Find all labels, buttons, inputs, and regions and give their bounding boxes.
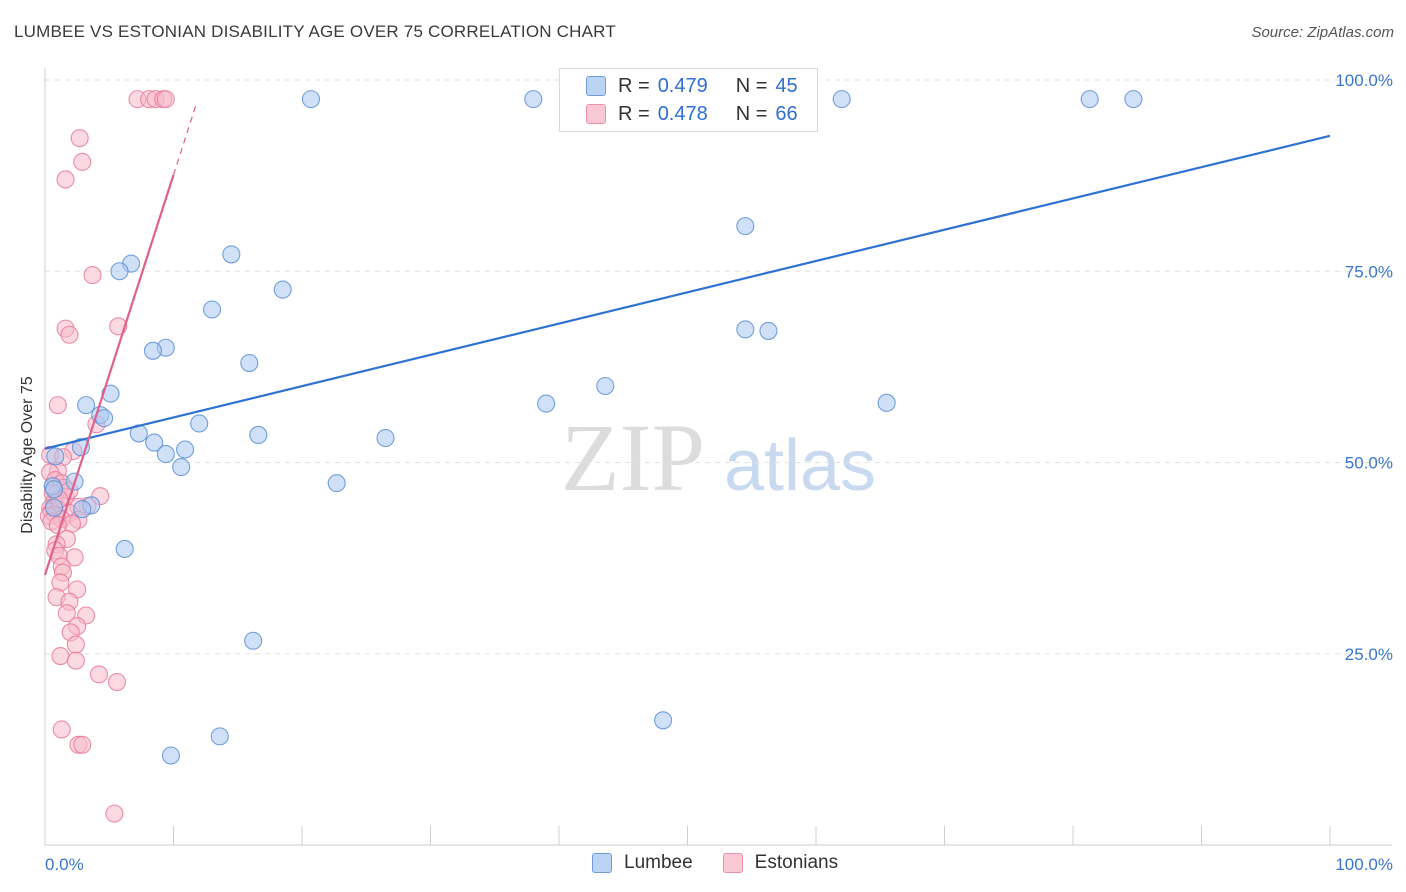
lumbee-trendline (44, 134, 1331, 450)
estonian-point (73, 152, 92, 171)
x-tick-label: 100.0% (1335, 855, 1393, 874)
lumbee-point (44, 480, 64, 499)
estonian-point (66, 651, 85, 670)
estonian-point (65, 548, 84, 567)
lumbee-point (176, 440, 195, 459)
legend-row-lumbee: R = 0.479 N = 45 (586, 74, 798, 98)
estonian-point (70, 129, 89, 148)
lumbee-point (101, 384, 120, 403)
watermark-zip: ZIP (561, 404, 705, 511)
lumbee-point (736, 320, 755, 339)
lumbee-point (537, 394, 556, 413)
lumbee-point (44, 498, 64, 517)
estonian-point (48, 396, 67, 415)
lumbee-point (46, 447, 65, 466)
estonian-r-label: R = (618, 102, 650, 125)
lumbee-point (654, 711, 673, 730)
lumbee-point (145, 433, 164, 452)
lumbee-r-label: R = (618, 74, 650, 97)
watermark-atlas: atlas (724, 426, 876, 506)
lumbee-r-value: 0.479 (657, 74, 708, 97)
lumbee-point (161, 746, 180, 765)
estonian-n-label: N = (735, 102, 768, 125)
estonian-point (83, 266, 102, 285)
lumbee-legend-swatch (592, 853, 612, 873)
lumbee-point (596, 376, 615, 396)
lumbee-point (832, 90, 851, 109)
lumbee-point (73, 500, 92, 519)
lumbee-point (1124, 90, 1143, 109)
lumbee-swatch (586, 76, 606, 96)
legend-item-lumbee: Lumbee (592, 852, 693, 874)
lumbee-n-label: N = (735, 74, 768, 97)
lumbee-point (156, 445, 175, 464)
estonian-point (51, 646, 70, 666)
lumbee-point (77, 396, 96, 415)
estonian-legend-swatch (722, 853, 743, 873)
lumbee-point (190, 414, 209, 433)
lumbee-point (203, 300, 222, 319)
lumbee-point (143, 341, 162, 360)
estonian-trendline (43, 174, 175, 576)
y-tick-label: 100.0% (1335, 71, 1393, 90)
estonian-legend-label: Estonians (754, 852, 839, 873)
lumbee-point (222, 245, 241, 264)
estonian-point (89, 665, 109, 684)
lumbee-point (376, 428, 395, 448)
source-label: Source: ZipAtlas.com (1251, 24, 1394, 41)
lumbee-point (115, 539, 134, 558)
lumbee-legend-label: Lumbee (624, 852, 693, 873)
estonian-swatch (586, 104, 606, 124)
lumbee-n-value: 45 (775, 74, 798, 97)
lumbee-point (244, 631, 263, 650)
estonian-point (56, 170, 75, 189)
lumbee-point (759, 321, 778, 340)
estonian-point (156, 90, 175, 109)
lumbee-point (172, 458, 191, 477)
lumbee-point (273, 280, 292, 299)
estonian-point (52, 720, 71, 739)
estonian-point (107, 673, 127, 692)
estonian-point (60, 325, 79, 344)
chart-title: LUMBEE VS ESTONIAN DISABILITY AGE OVER 7… (14, 22, 616, 41)
estonian-n-value: 66 (775, 102, 798, 125)
estonian-r-value: 0.478 (657, 102, 708, 125)
legend-item-estonians: Estonians (722, 852, 839, 874)
lumbee-point (240, 353, 259, 373)
lumbee-point (1080, 90, 1099, 109)
lumbee-point (249, 425, 268, 445)
stats-legend: R = 0.479 N = 45 R = 0.478 N = 66 (559, 68, 818, 132)
estonian-point (57, 604, 76, 623)
lumbee-point (210, 727, 229, 746)
y-tick-label: 25.0% (1345, 645, 1393, 664)
estonian-point (105, 804, 124, 823)
lumbee-point (110, 262, 129, 281)
lumbee-point (524, 90, 543, 109)
x-tick-label: 0.0% (45, 855, 84, 874)
legend-row-estonians: R = 0.478 N = 66 (586, 102, 798, 126)
lumbee-point (301, 90, 321, 109)
lumbee-point (327, 474, 346, 493)
estonian-point (73, 735, 92, 754)
series-legend: Lumbee Estonians (592, 852, 868, 874)
lumbee-point (736, 217, 755, 236)
y-tick-label: 75.0% (1345, 262, 1393, 281)
estonian-point (66, 635, 85, 654)
estonian-trendline-extension (172, 102, 198, 176)
y-tick-label: 50.0% (1345, 454, 1393, 473)
lumbee-point (877, 393, 896, 412)
